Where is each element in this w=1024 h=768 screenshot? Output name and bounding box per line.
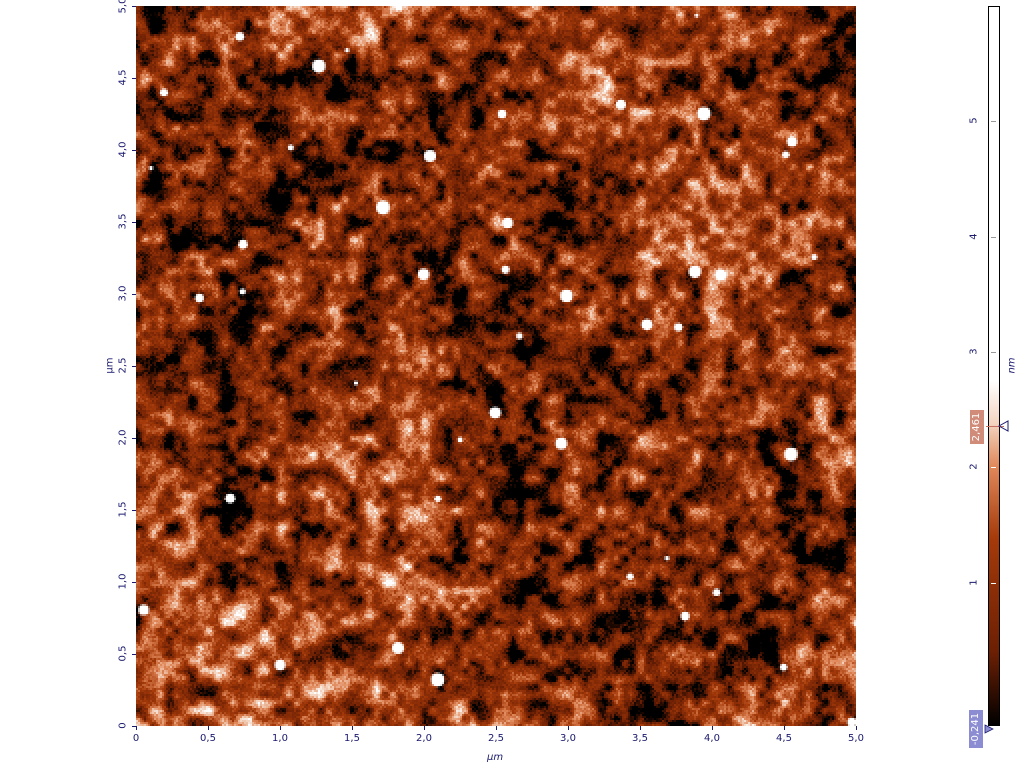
y-tick <box>132 726 136 727</box>
x-tick-label: 0 <box>132 733 140 744</box>
y-tick-label: 4,0 <box>117 141 129 158</box>
colorscale-tick-label: 1 <box>968 579 980 586</box>
colorscale-min-triangle-icon <box>984 724 994 734</box>
x-tick-label: 3,0 <box>560 733 576 744</box>
y-tick-label: 2,0 <box>117 429 129 446</box>
x-tick <box>280 726 281 730</box>
colorscale-tick-label: 4 <box>968 233 980 240</box>
y-tick-label: 4,5 <box>117 69 129 86</box>
y-tick-label: 1,0 <box>117 573 129 590</box>
x-tick-label: 1,0 <box>272 733 288 744</box>
y-tick <box>132 294 136 295</box>
y-tick <box>132 150 136 151</box>
y-axis-title: µm <box>104 357 116 374</box>
colorscale-min-value: -0,241 <box>969 710 983 748</box>
colorscale-marker-triangle-icon <box>998 420 1009 432</box>
colorscale-tick <box>991 121 996 123</box>
x-tick <box>496 726 497 730</box>
x-tick-label: 0,5 <box>200 733 216 744</box>
x-tick <box>640 726 641 730</box>
y-tick <box>132 510 136 511</box>
colorscale-bar <box>988 6 1000 726</box>
y-tick <box>132 366 136 367</box>
colorscale-marker-line <box>986 426 1004 427</box>
y-tick <box>132 78 136 79</box>
x-tick <box>568 726 569 730</box>
x-tick <box>136 726 137 730</box>
x-tick <box>352 726 353 730</box>
x-tick-label: 2,5 <box>488 733 504 744</box>
colorscale-unit: nm <box>1006 357 1018 374</box>
y-tick-label: 3,0 <box>117 285 129 302</box>
x-tick-label: 2,0 <box>416 733 432 744</box>
colorscale-marker-value: 2,461 <box>970 410 984 444</box>
y-tick-label: 2,5 <box>117 357 129 374</box>
x-tick-label: 4,0 <box>704 733 720 744</box>
x-tick <box>856 726 857 730</box>
x-tick <box>784 726 785 730</box>
y-tick-label: 3,5 <box>117 213 129 230</box>
colorscale-tick <box>991 582 996 584</box>
x-tick-label: 4,5 <box>776 733 792 744</box>
x-tick-label: 1,5 <box>344 733 360 744</box>
colorscale-tick-label: 2 <box>968 463 980 471</box>
y-tick <box>132 438 136 439</box>
colorscale-tick <box>991 236 996 238</box>
colorscale-tick <box>991 352 996 354</box>
y-tick <box>132 6 136 7</box>
x-tick <box>424 726 425 730</box>
y-tick-label: 0 <box>117 722 129 729</box>
colorscale-tick-label: 3 <box>968 348 980 355</box>
afm-height-map <box>136 6 856 726</box>
x-tick-label: 5,0 <box>848 733 864 744</box>
x-tick-label: 3,5 <box>632 733 648 744</box>
y-tick-label: 5,0 <box>117 0 129 14</box>
x-axis-title: µm <box>487 752 504 763</box>
y-tick <box>132 222 136 223</box>
y-tick <box>132 654 136 655</box>
y-tick-label: 1,5 <box>117 501 129 518</box>
colorscale-tick-label: 5 <box>968 117 980 125</box>
x-tick <box>712 726 713 730</box>
y-tick <box>132 582 136 583</box>
y-tick-label: 0,5 <box>117 645 129 662</box>
colorscale-tick <box>991 467 996 469</box>
x-tick <box>208 726 209 730</box>
